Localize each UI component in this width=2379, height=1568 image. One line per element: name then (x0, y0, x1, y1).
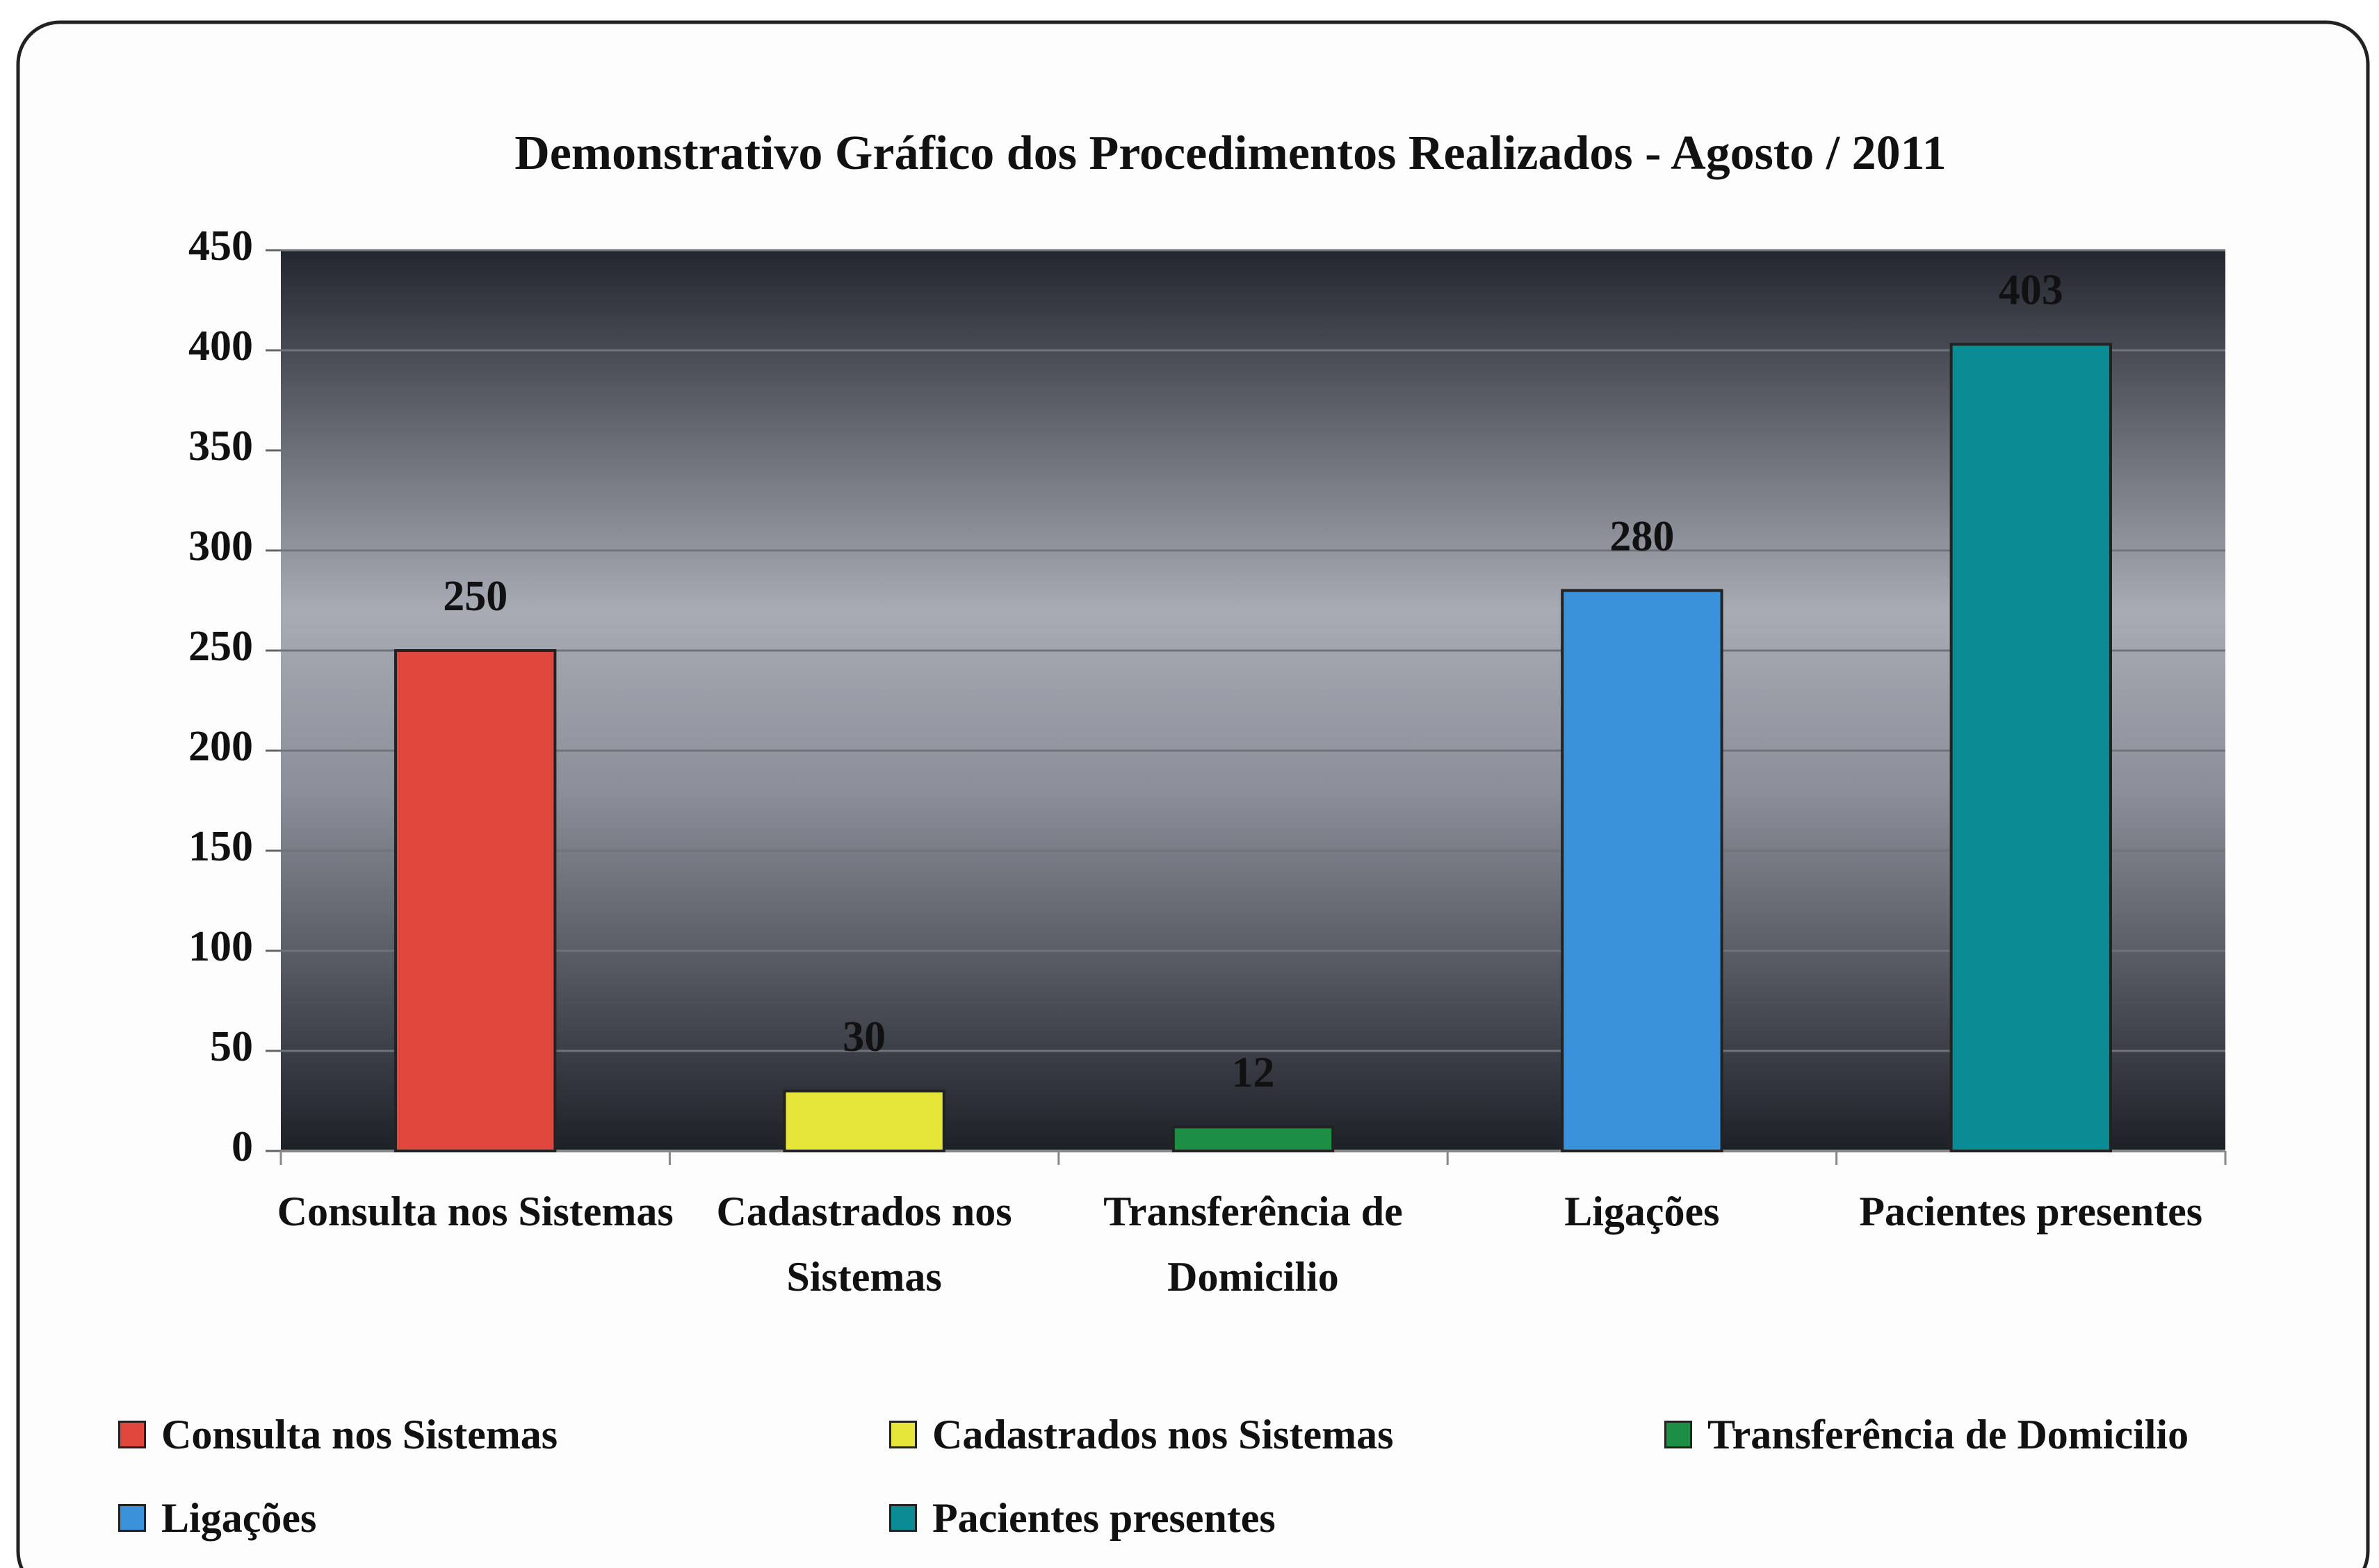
y-tick-label: 0 (232, 1123, 253, 1170)
legend-item: Ligações (118, 1490, 316, 1546)
legend-label: Consulta nos Sistemas (161, 1411, 558, 1457)
legend-swatch (118, 1421, 146, 1448)
plot-area (281, 250, 2225, 1151)
chart-title: Demonstrativo Gráfico dos Procedimentos … (514, 126, 1947, 180)
legend-label: Pacientes presentes (932, 1494, 1276, 1541)
data-label: 250 (443, 573, 508, 620)
y-tick-label: 100 (188, 923, 253, 970)
legend-label: Ligações (161, 1494, 317, 1541)
x-tick-label: Transferência de Domicilio (1103, 1189, 1403, 1300)
x-tick-label: Cadastrados nos Sistemas (716, 1189, 1012, 1300)
y-tick-label: 400 (188, 322, 253, 370)
legend-label: Cadastrados nos Sistemas (932, 1411, 1394, 1457)
y-tick-label: 50 (210, 1023, 253, 1070)
data-label: 403 (1999, 267, 2063, 314)
y-tick-label: 300 (188, 523, 253, 570)
y-tick-label: 150 (188, 823, 253, 870)
x-tick-label: Consulta nos Sistemas (277, 1189, 674, 1234)
legend-swatch (1664, 1421, 1692, 1448)
y-tick-label: 250 (188, 623, 253, 670)
legend-label: Transferência de Domicilio (1707, 1411, 2189, 1457)
bar (1171, 1125, 1335, 1152)
bar (1561, 589, 1723, 1152)
bar (783, 1089, 945, 1152)
legend-swatch (889, 1421, 917, 1448)
legend-item: Consulta nos Sistemas (118, 1407, 558, 1462)
y-tick-label: 200 (188, 723, 253, 770)
legend-item: Pacientes presentes (889, 1490, 1276, 1546)
data-label: 12 (1232, 1050, 1275, 1097)
y-tick-label: 450 (188, 222, 253, 270)
legend-item: Transferência de Domicilio (1664, 1407, 2189, 1462)
y-tick-label: 350 (188, 423, 253, 470)
x-tick-label: Ligações (1564, 1189, 1720, 1234)
data-label: 30 (843, 1013, 886, 1061)
bar (1949, 343, 2112, 1152)
legend-swatch (118, 1504, 146, 1532)
data-label: 280 (1609, 513, 1674, 560)
legend-swatch (889, 1504, 917, 1532)
legend-item: Cadastrados nos Sistemas (889, 1407, 1393, 1462)
x-tick-label: Pacientes presentes (1859, 1189, 2203, 1234)
bar (394, 649, 557, 1152)
